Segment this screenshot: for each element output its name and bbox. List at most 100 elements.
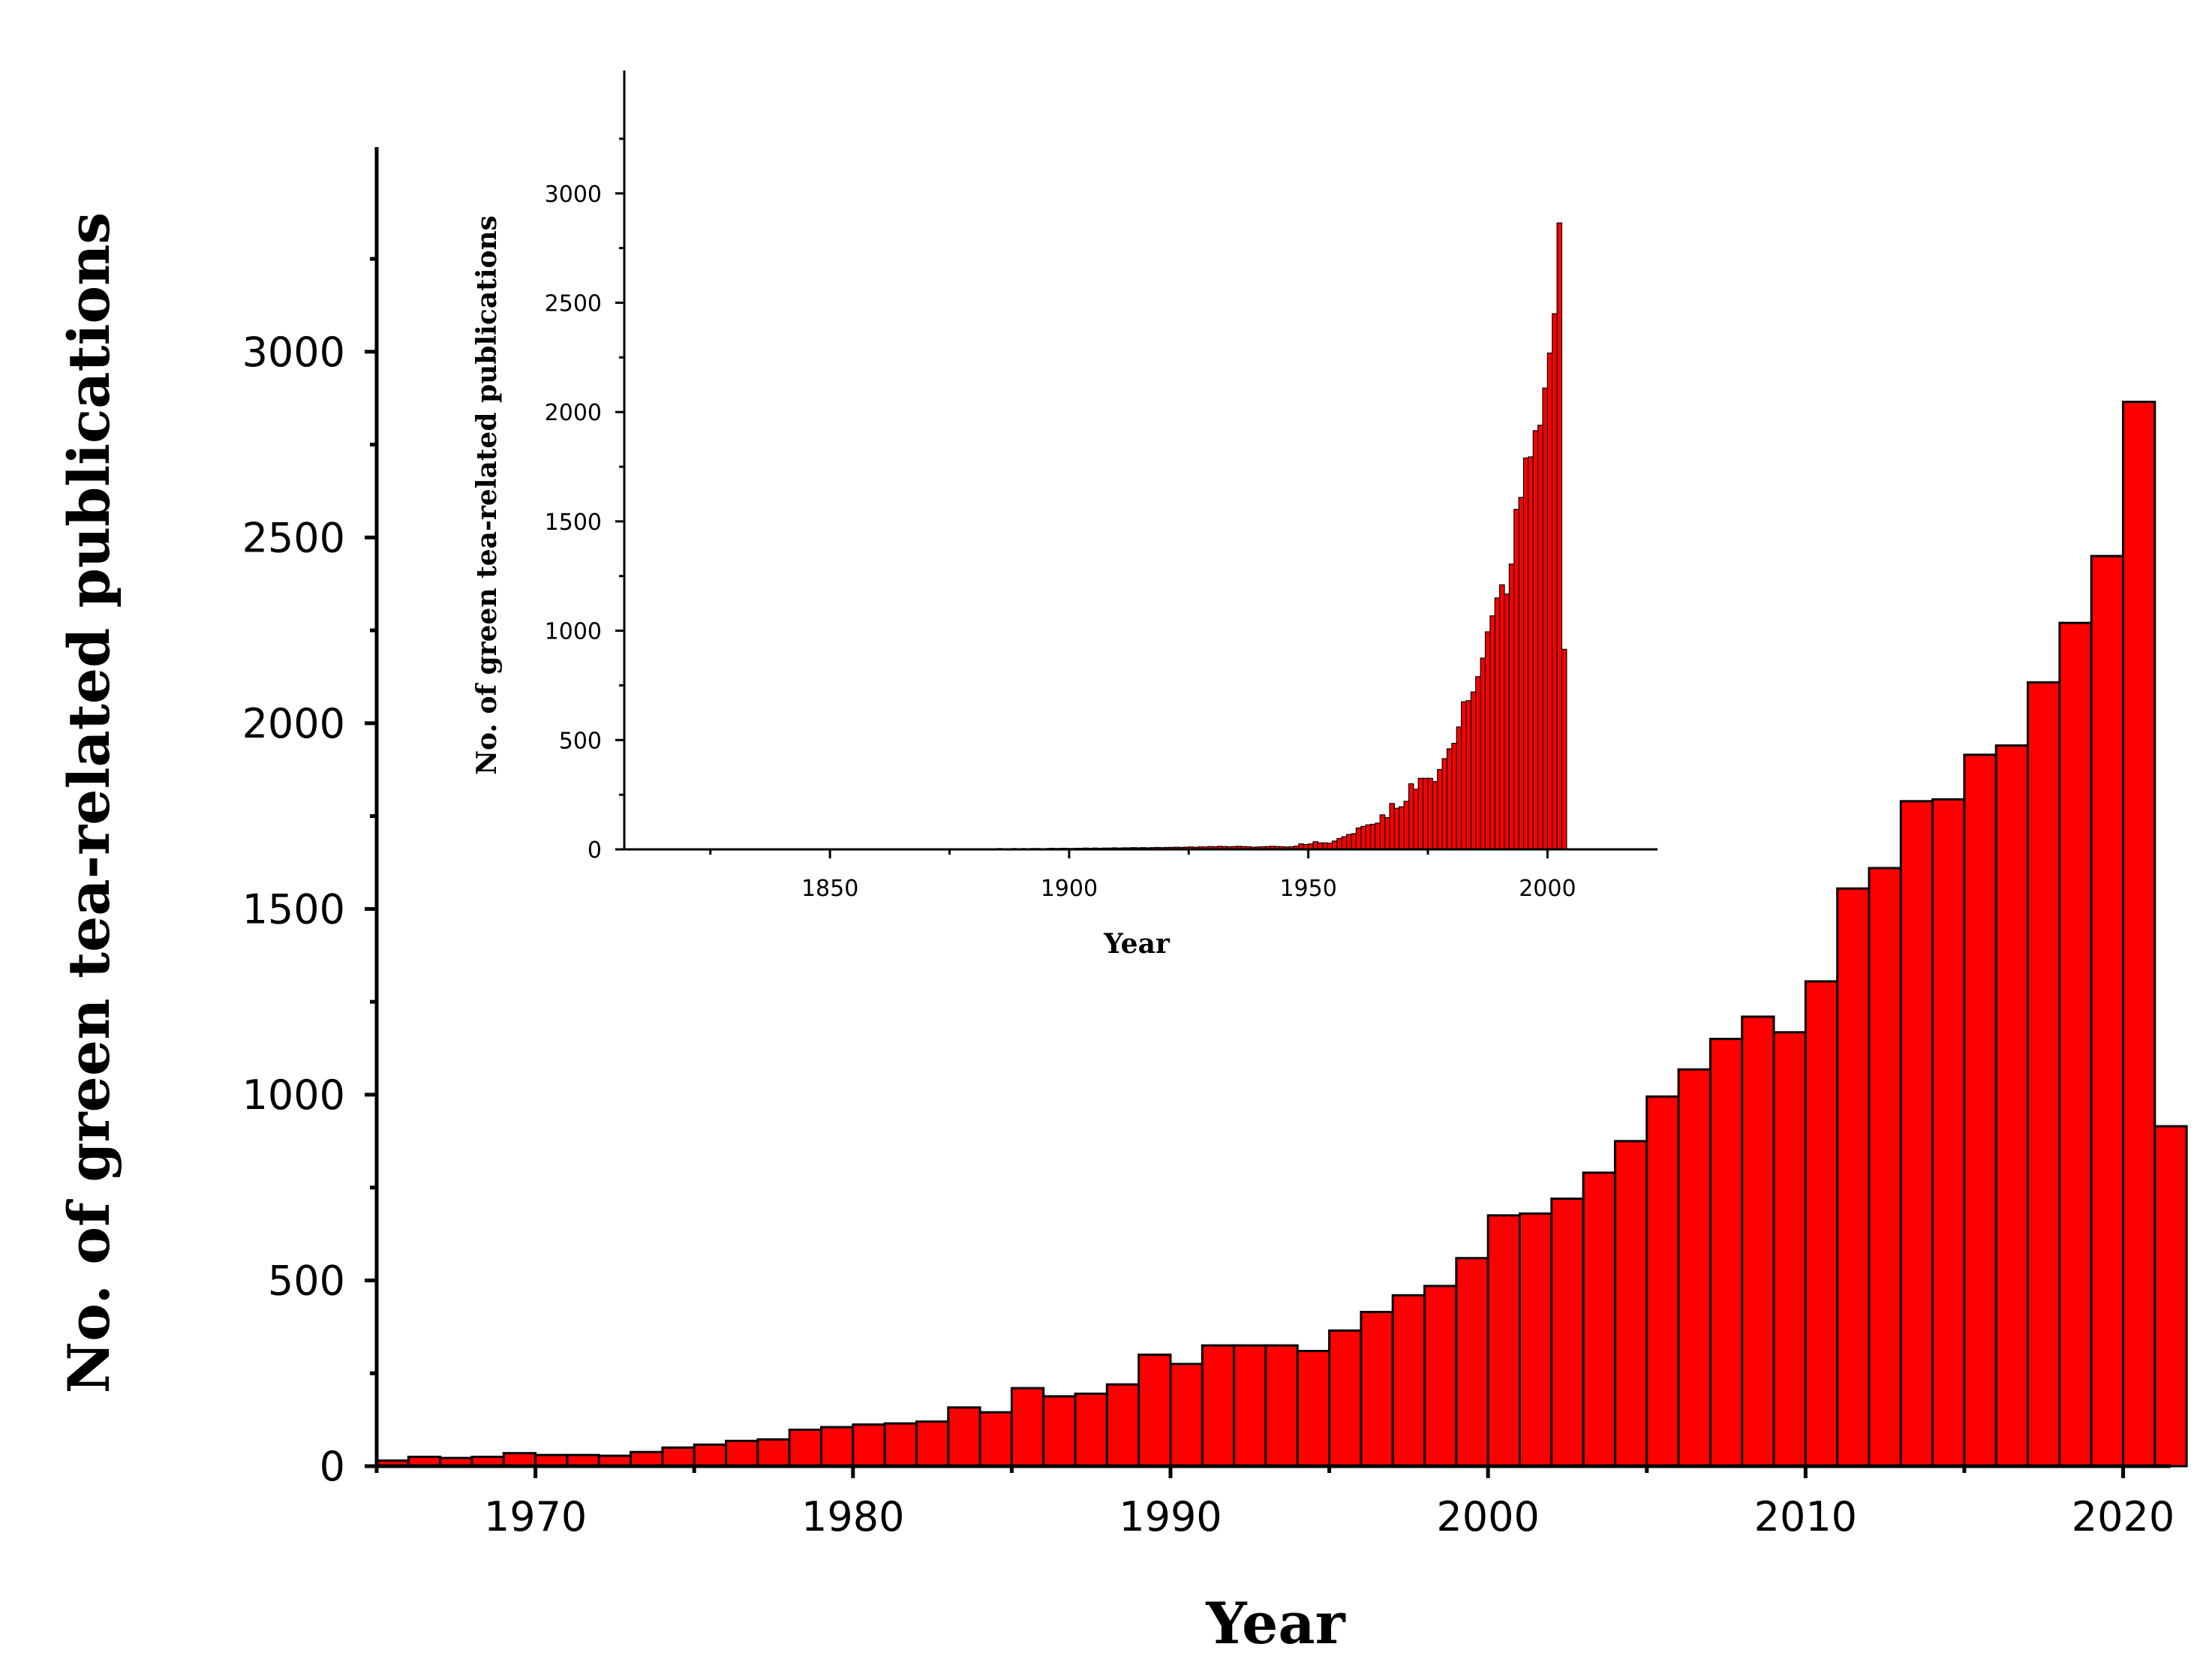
bar [1537,425,1543,850]
bar [788,1428,822,1468]
bar [1470,691,1477,850]
y-tick-label: 2500 [242,514,345,561]
bar [1379,814,1386,850]
y-tick-label: 500 [559,728,602,754]
bar [1542,387,1548,850]
bar [1427,777,1433,850]
bar [1465,700,1471,850]
bar [1518,1212,1553,1468]
bar [2153,1125,2188,1468]
inset-chart: 0 500 1000 1500 2000 2500 3000 1850 1900 1950 2000… [471,71,1658,960]
bar [1408,783,1414,850]
bar [1475,676,1481,850]
bar [1456,726,1462,850]
y-tick-label: 2000 [545,400,602,426]
bar [1360,825,1366,850]
bar [1233,1344,1267,1468]
bar [661,1446,696,1468]
bar [1994,744,2030,1468]
y-tick-label: 1000 [545,619,602,645]
x-tick-label: 1900 [1041,876,1098,902]
bar [1201,1344,1236,1468]
bar [915,1420,950,1468]
bar [1484,631,1491,850]
bar [1369,823,1376,850]
bar [819,1426,855,1468]
y-tick-label: 0 [320,1443,345,1490]
bar [1384,817,1390,850]
inset-bars [672,222,1567,850]
bar [1393,807,1400,850]
bar [1264,1344,1299,1468]
bar [1010,1387,1045,1468]
bar [1836,887,1871,1468]
bar [1341,836,1348,850]
bar [1441,758,1448,850]
bar [1331,840,1338,850]
bar [1461,701,1467,850]
x-tick-label: 2000 [1436,1493,1539,1540]
bar [1504,594,1510,850]
x-tick-label: 1850 [801,876,858,902]
bar [1486,1214,1521,1468]
x-tick-label: 1970 [484,1493,587,1540]
bar [1399,806,1405,850]
bar [1528,456,1534,850]
y-tick-label: 3000 [545,182,602,208]
bar [1532,430,1539,850]
x-tick-label: 1990 [1119,1493,1222,1540]
bar [852,1423,886,1468]
bar [1138,1353,1172,1468]
bar [1772,1031,1807,1468]
bar [1455,1257,1489,1468]
bar [1552,313,1558,850]
bar [1351,833,1357,850]
bar [883,1422,918,1468]
bar [1391,1294,1426,1468]
bar [1582,1171,1616,1468]
x-tick-label: 2020 [2072,1493,2174,1540]
inset-ticks: 0 500 1000 1500 2000 2500 3000 1850 1900 1950 2000 [545,137,1576,902]
inset-axes [623,71,1658,851]
main-chart: 0 500 1000 1500 2000 2500 3000 1970 1980 1990 2000… [56,147,2188,1657]
bar [1423,777,1429,850]
y-tick-label: 0 [588,837,602,864]
main-bars [375,401,2188,1468]
x-tick-label: 1980 [801,1493,904,1540]
bar [1042,1395,1077,1468]
bar [1446,748,1453,850]
bar [1413,789,1419,850]
bar [1417,777,1424,850]
bar [1365,824,1372,850]
y-tick-label: 1500 [545,509,602,536]
bar [1518,497,1525,850]
bar [1963,753,1997,1468]
y-tick-label: 1500 [242,885,345,933]
bar [2058,621,2093,1468]
bar [1389,803,1395,850]
bar [1556,222,1563,850]
y-tick-label: 500 [268,1257,345,1304]
bar [2122,401,2156,1468]
bar [2027,681,2061,1468]
y-tick-label: 2500 [545,290,602,317]
inset-x-axis-title: Year [1103,928,1171,960]
bar [1931,798,1966,1468]
bar [1513,509,1519,850]
bar [1403,801,1410,850]
bar [1899,800,1934,1468]
bar [1645,1095,1680,1468]
inset-y-axis-title: No. of green tea-related publications [471,215,503,775]
bar [1804,980,1839,1468]
x-tick-label: 2000 [1519,876,1576,902]
bar [1613,1140,1648,1468]
bar [1546,352,1553,850]
y-tick-label: 3000 [242,329,345,376]
bar [1489,615,1495,850]
bar [1432,781,1438,850]
x-tick-label: 2010 [1754,1493,1857,1540]
bar [1328,1329,1363,1468]
bar [1499,584,1505,850]
bar [1336,837,1342,850]
